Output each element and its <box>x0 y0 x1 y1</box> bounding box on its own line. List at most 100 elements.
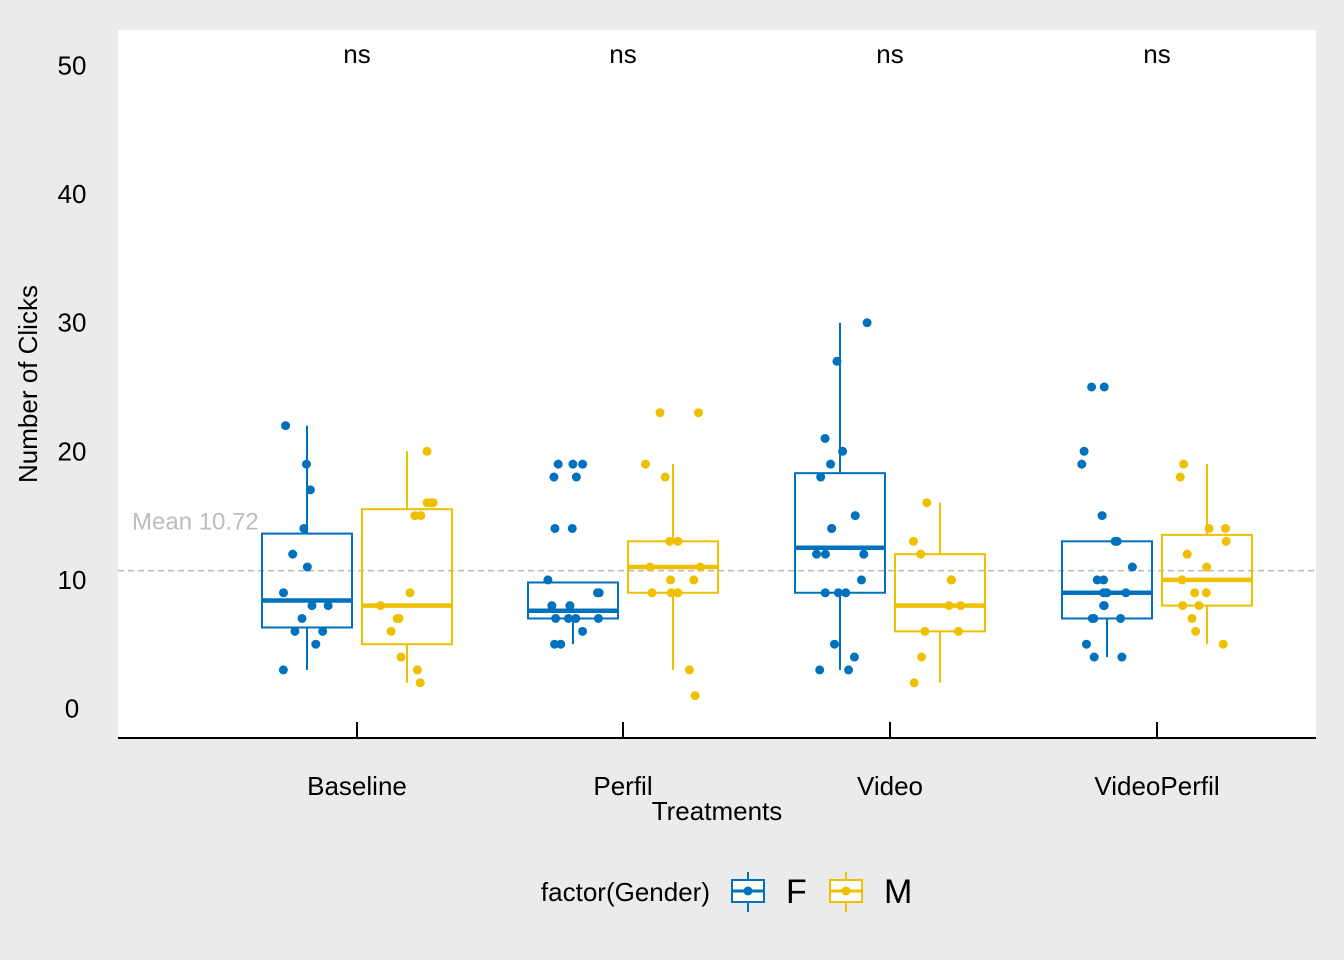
data-point <box>815 665 825 675</box>
data-point <box>1220 523 1230 533</box>
axes-layer: 0 10 20 30 40 50 Baseline ns Perfil ns Video ns Vide… <box>58 39 1316 801</box>
data-point <box>305 485 315 495</box>
data-point <box>571 472 581 482</box>
data-point <box>1182 549 1192 559</box>
data-point <box>1092 575 1102 585</box>
data-point <box>684 665 694 675</box>
data-point <box>909 678 919 688</box>
box-F-Baseline <box>261 425 353 670</box>
data-point <box>920 626 930 636</box>
data-point <box>1201 588 1211 598</box>
data-point <box>922 498 932 508</box>
data-point <box>550 639 560 649</box>
significance-label: ns <box>1143 39 1170 69</box>
data-point <box>307 601 317 611</box>
x-tick-label: Perfil <box>593 771 652 801</box>
data-point <box>311 639 321 649</box>
data-point <box>567 523 577 533</box>
data-point <box>1079 446 1089 456</box>
data-point <box>956 601 966 611</box>
data-point <box>1081 639 1091 649</box>
data-point <box>660 472 670 482</box>
y-tick-label: 30 <box>58 308 87 338</box>
data-point <box>1077 459 1087 469</box>
data-point <box>563 613 573 623</box>
significance-label: ns <box>609 39 636 69</box>
data-point <box>278 665 288 675</box>
data-point <box>578 626 588 636</box>
box-rect <box>1161 533 1253 607</box>
data-point <box>593 613 603 623</box>
x-tick-label: VideoPerfil <box>1094 771 1219 801</box>
x-axis-label: Treatments <box>652 796 783 826</box>
box-rect <box>1061 540 1153 620</box>
data-point <box>850 511 860 521</box>
data-point <box>917 652 927 662</box>
data-point <box>665 536 675 546</box>
data-point <box>412 665 422 675</box>
data-point <box>1110 536 1120 546</box>
data-point <box>849 652 859 662</box>
data-point <box>550 523 560 533</box>
data-point <box>832 356 842 366</box>
data-point <box>693 408 703 418</box>
legend-label: M <box>884 873 912 911</box>
data-point <box>827 523 837 533</box>
data-point <box>297 613 307 623</box>
data-point <box>375 601 385 611</box>
data-point <box>1178 601 1188 611</box>
data-point <box>666 575 676 585</box>
data-point <box>820 433 830 443</box>
data-point <box>1116 613 1126 623</box>
data-point <box>318 626 328 636</box>
data-point <box>1089 652 1099 662</box>
data-point <box>281 421 291 431</box>
data-point <box>1202 562 1212 572</box>
points-layer <box>278 318 1231 701</box>
data-point <box>645 562 655 572</box>
box-M-Video <box>894 502 986 683</box>
data-point <box>1218 639 1228 649</box>
data-point <box>301 459 311 469</box>
data-point <box>1097 511 1107 521</box>
legend-title: factor(Gender) <box>541 877 710 907</box>
data-point <box>543 575 553 585</box>
data-point <box>859 549 869 559</box>
data-point <box>556 639 566 649</box>
data-point <box>386 626 396 636</box>
mean-reference-label: Mean 10.72 <box>132 509 259 536</box>
data-point <box>944 601 954 611</box>
data-point <box>1087 382 1097 392</box>
x-tick-label: Video <box>857 771 923 801</box>
data-point <box>689 575 699 585</box>
box-M-VideoPerfil <box>1161 464 1253 645</box>
data-point <box>299 523 309 533</box>
data-point <box>394 613 404 623</box>
data-point <box>594 588 604 598</box>
data-point <box>1099 601 1109 611</box>
data-point <box>1204 523 1214 533</box>
data-point <box>549 472 559 482</box>
data-point <box>547 601 557 611</box>
data-point <box>1194 601 1204 611</box>
data-point <box>1099 575 1109 585</box>
data-point <box>844 665 854 675</box>
data-point <box>666 588 676 598</box>
data-point <box>422 446 432 456</box>
data-point <box>862 318 872 328</box>
legend-key-M: M <box>829 872 912 912</box>
data-point <box>553 459 563 469</box>
data-point <box>578 459 588 469</box>
data-point <box>1177 575 1187 585</box>
data-point <box>690 691 700 701</box>
data-point <box>826 459 836 469</box>
data-point <box>1187 613 1197 623</box>
data-point <box>396 652 406 662</box>
data-point <box>568 459 578 469</box>
data-point <box>916 549 926 559</box>
y-axis-label: Number of Clicks <box>13 285 43 483</box>
data-point <box>1117 652 1127 662</box>
y-tick-label: 50 <box>58 51 87 81</box>
data-point <box>302 562 312 572</box>
